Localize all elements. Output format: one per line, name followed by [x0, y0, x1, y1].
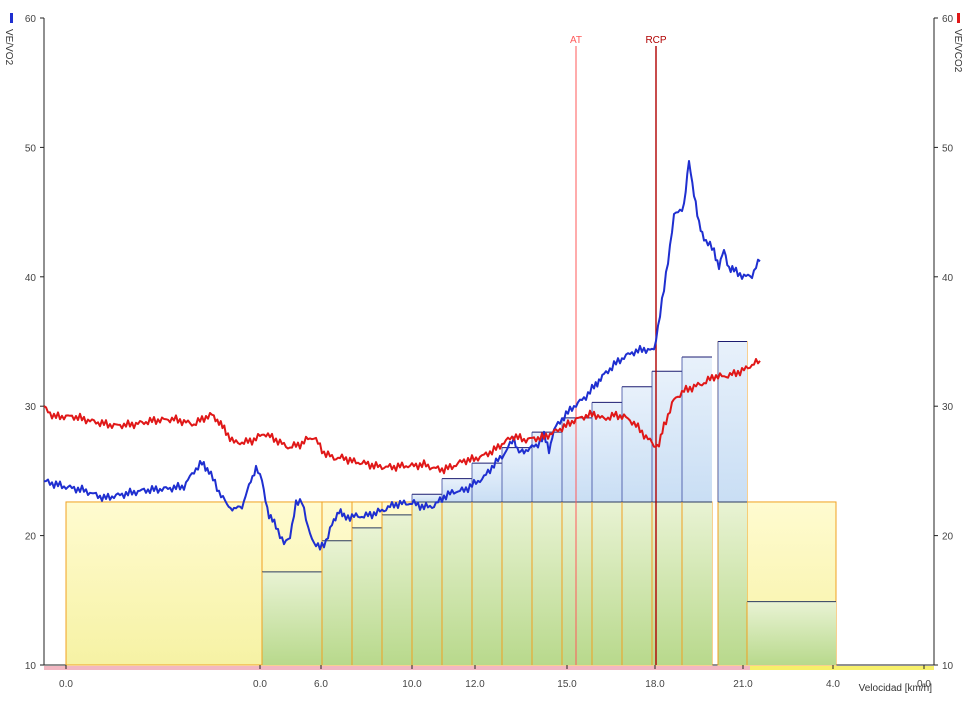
x-tick-label-1: 0.0 [253, 679, 267, 690]
green-bar-4 [412, 501, 442, 665]
left-tick-label-0: 10 [25, 661, 37, 672]
threshold-markers: AT RCP [570, 35, 667, 665]
green-bar-15 [747, 601, 836, 665]
x-tick-label-3: 10.0 [402, 679, 422, 690]
green-bar-14 [718, 501, 747, 665]
green-bar-10 [592, 501, 622, 665]
green-bar-3 [382, 514, 412, 665]
x-tick-label-0: 0.0 [59, 679, 73, 690]
green-bar-1 [322, 540, 352, 665]
bottom-strip-pink [44, 666, 750, 670]
right-axis-label: VE/VCO2 [952, 29, 963, 73]
background-bars [65, 341, 837, 666]
right-tick-label-5: 60 [942, 14, 954, 25]
x-tick-label-5: 15.0 [557, 679, 577, 690]
left-tick-label-3: 40 [25, 273, 37, 284]
green-bar-9 [562, 501, 592, 665]
green-bar-8 [532, 501, 562, 665]
bottom-strip-yellow [750, 666, 934, 670]
x-tick-label-9: 0.0 [917, 679, 931, 690]
blue-bar-7 [622, 386, 652, 502]
right-tick-label-2: 30 [942, 402, 954, 413]
left-tick-label-1: 20 [25, 532, 37, 543]
left-tick-label-2: 30 [25, 402, 37, 413]
marker-label-rcp: RCP [645, 35, 666, 46]
blue-bar-8 [652, 371, 682, 502]
right-tick-label-0: 10 [942, 661, 954, 672]
green-bar-6 [472, 501, 502, 665]
series-lines [43, 160, 761, 551]
left-axis-label: VE/VO2 [3, 29, 14, 66]
blue-bar-5 [562, 417, 592, 502]
right-tick-label-1: 20 [942, 532, 954, 543]
right-axis-series-marker [957, 13, 960, 23]
left-tick-label-4: 50 [25, 143, 37, 154]
x-axis-title: Velocidad [km/h] [859, 683, 933, 694]
green-bar-0 [262, 571, 322, 665]
green-bar-12 [652, 501, 682, 665]
x-tick-label-2: 6.0 [314, 679, 328, 690]
x-tick-label-4: 12.0 [465, 679, 485, 690]
green-bar-7 [502, 501, 532, 665]
green-bar-13 [682, 501, 712, 665]
blue-bar-10 [718, 341, 747, 502]
left-tick-label-5: 60 [25, 14, 37, 25]
series-line-ve-vco2 [43, 358, 761, 475]
green-bar-2 [352, 527, 382, 665]
x-tick-label-7: 21.0 [733, 679, 753, 690]
blue-bar-3 [502, 447, 532, 502]
x-tick-label-6: 18.0 [645, 679, 665, 690]
right-tick-label-3: 40 [942, 273, 954, 284]
blue-bar-0 [412, 494, 442, 502]
marker-label-at: AT [570, 35, 582, 46]
left-axis-series-marker [10, 13, 13, 23]
axis-ticks: 10 20 30 40 50 60 10 20 30 40 50 60 0.0 0.0 6.0 10.0 12.… [25, 14, 954, 690]
x-tick-label-8: 4.0 [826, 679, 840, 690]
yellow-bar-0 [65, 501, 263, 666]
blue-bar-1 [442, 478, 472, 502]
green-bar-11 [622, 501, 652, 665]
right-tick-label-4: 50 [942, 143, 954, 154]
green-bar-5 [442, 501, 472, 665]
series-line-ve-vo2 [43, 160, 761, 551]
